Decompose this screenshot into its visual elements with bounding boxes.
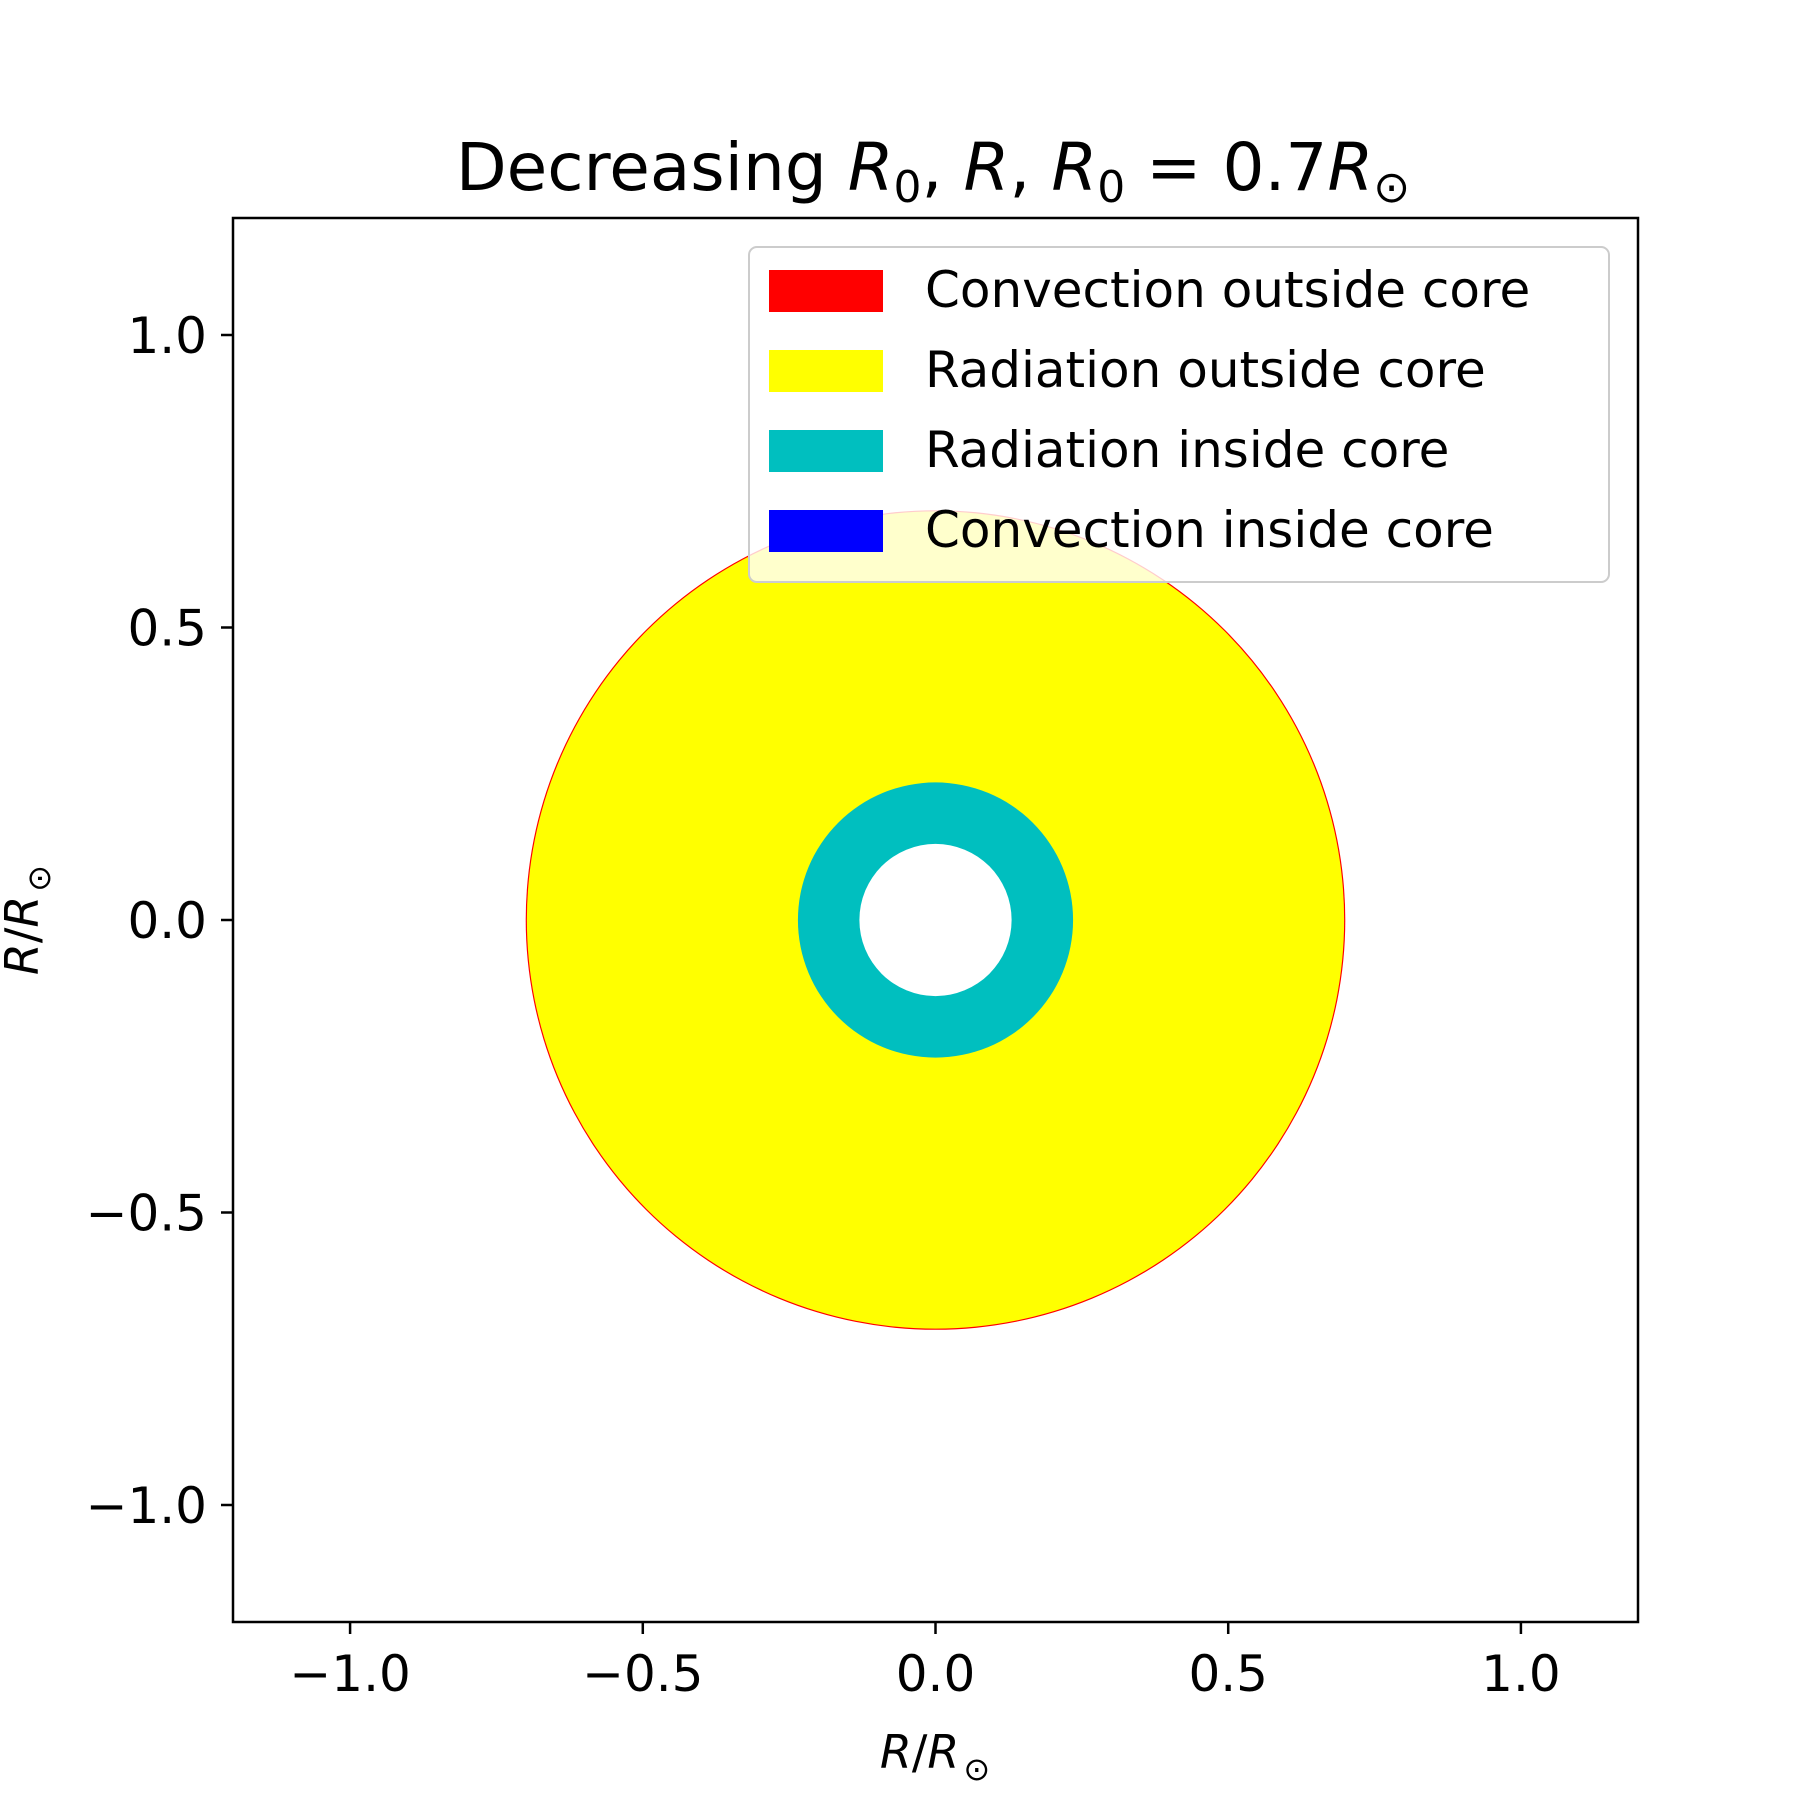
chart-title: Decreasing R0, R, R0 = 0.7R⊙ [456,129,1410,213]
y-axis-label: R/R⊙ [0,865,58,975]
x-tick-label: 0.0 [896,1645,976,1703]
x-tick-label: −1.0 [289,1645,410,1703]
legend-swatch [769,430,883,472]
x-tick-label: 0.5 [1188,1645,1268,1703]
x-axis: −1.0 −0.5 0.0 0.5 1.0 [289,1622,1561,1703]
legend-frame [748,246,1610,583]
legend: Convection outside core Radiation outside… [748,246,1610,583]
y-tick-label: 0.0 [127,892,207,950]
y-tick-label: 0.5 [127,600,207,658]
center-hole-ring [859,843,1012,997]
legend-items: Convection outside core Radiation outside… [769,261,1530,559]
legend-label: Convection outside core [925,261,1530,319]
plot-frame [231,216,1640,1624]
legend-swatch [769,350,883,392]
x-tick-label: 1.0 [1481,1645,1561,1703]
legend-swatch [769,270,883,312]
x-tick-label: −0.5 [582,1645,703,1703]
y-tick-label: 1.0 [127,307,207,365]
legend-label: Radiation inside core [925,421,1449,479]
y-tick-label: −1.0 [86,1477,207,1535]
y-tick-label: −0.5 [86,1185,207,1243]
y-axis: −1.0 −0.5 0.0 0.5 1.0 [86,307,233,1535]
x-axis-label: R/R ⊙ [880,1725,990,1788]
legend-swatch [769,510,883,552]
legend-label: Radiation outside core [925,341,1486,399]
legend-label: Convection inside core [925,501,1494,559]
rings-layer [525,510,1346,1330]
